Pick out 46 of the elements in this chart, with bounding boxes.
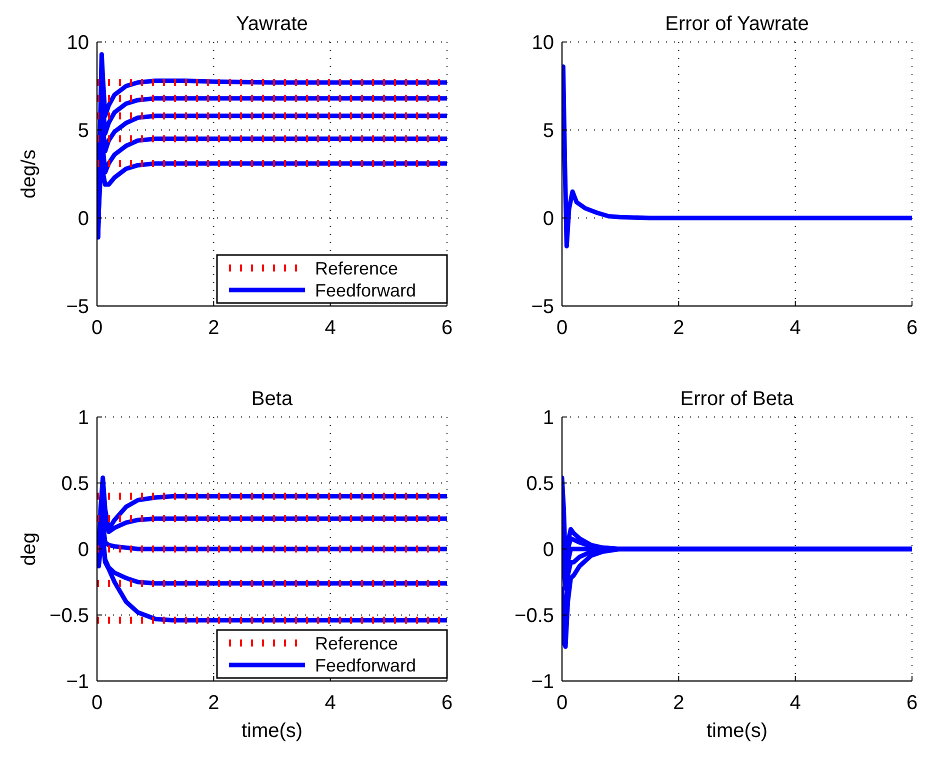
y-tick-label: 1 xyxy=(78,407,89,429)
x-tick-label: 2 xyxy=(208,317,220,339)
x-tick-label: 4 xyxy=(324,317,336,339)
y-tick-label: −5 xyxy=(531,296,554,318)
y-tick-label: 0 xyxy=(542,539,554,561)
y-tick-label: 0 xyxy=(542,208,554,230)
x-tick-label: 6 xyxy=(906,692,918,714)
x-tick-label: 2 xyxy=(208,692,220,714)
x-tick-label: 0 xyxy=(91,317,103,339)
y-tick-label: 10 xyxy=(66,32,89,54)
x-axis-title: time(s) xyxy=(241,720,303,742)
y-tick-label: −0.5 xyxy=(50,605,89,627)
y-tick-label: 0.5 xyxy=(61,473,89,495)
x-tick-label: 0 xyxy=(91,692,103,714)
x-axis-title: time(s) xyxy=(706,720,768,742)
chart-title: Error of Beta xyxy=(680,388,795,410)
x-tick-label: 6 xyxy=(441,692,453,714)
x-tick-label: 4 xyxy=(790,317,801,339)
x-tick-label: 0 xyxy=(556,692,568,714)
chart-title: Beta xyxy=(251,388,294,410)
chart-title: Error of Yawrate xyxy=(665,13,809,35)
x-tick-label: 0 xyxy=(556,317,568,339)
y-tick-label: −5 xyxy=(66,296,89,318)
y-tick-label: 0 xyxy=(78,208,89,230)
x-tick-label: 2 xyxy=(673,692,684,714)
y-tick-label: −1 xyxy=(66,671,89,693)
legend-label: Reference xyxy=(315,633,398,654)
y-axis-title: deg/s xyxy=(18,150,40,198)
y-tick-label: 5 xyxy=(542,120,554,142)
y-tick-label: 5 xyxy=(78,120,89,142)
y-tick-label: 0 xyxy=(78,539,89,561)
x-tick-label: 2 xyxy=(673,317,684,339)
y-tick-label: −0.5 xyxy=(514,605,554,627)
y-tick-label: 0.5 xyxy=(526,473,554,495)
legend-label: Feedforward xyxy=(315,655,416,676)
x-tick-label: 6 xyxy=(441,317,453,339)
y-axis-title: deg xyxy=(18,532,40,566)
y-tick-label: −1 xyxy=(531,671,554,693)
chart-title: Yawrate xyxy=(236,13,308,35)
legend-label: Reference xyxy=(315,258,398,278)
x-tick-label: 4 xyxy=(790,692,801,714)
x-tick-label: 6 xyxy=(906,317,918,339)
y-tick-label: 10 xyxy=(532,32,554,54)
legend-label: Feedforward xyxy=(315,280,416,300)
x-tick-label: 4 xyxy=(324,692,336,714)
y-tick-label: 1 xyxy=(542,407,554,429)
